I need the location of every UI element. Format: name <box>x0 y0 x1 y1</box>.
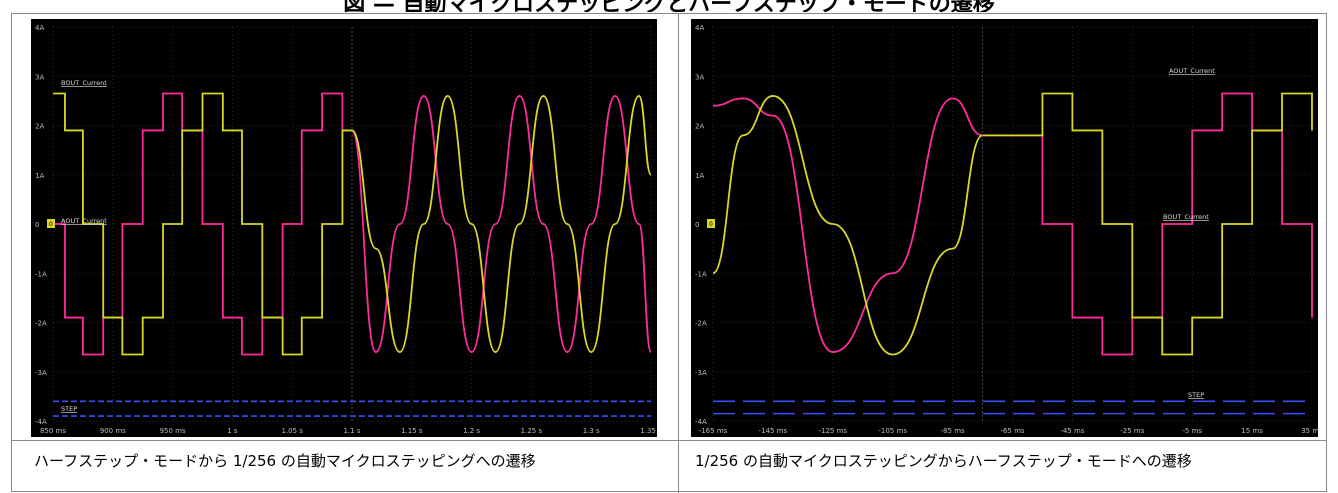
series-line-bout-current <box>712 92 1313 356</box>
caption-right: 1/256 の自動マイクロステッピングからハーフステップ・モードへの遷移 <box>695 452 1192 470</box>
x-tick-label: -165 ms <box>699 427 728 435</box>
x-tick-label: 1.25 s <box>521 427 543 435</box>
x-tick-label: 900 ms <box>100 427 126 435</box>
y-tick-label: 0 <box>35 221 39 229</box>
step-label: STEP <box>61 405 77 413</box>
x-tick-label: -45 ms <box>1060 427 1084 435</box>
x-tick-label: 1.05 s <box>281 427 303 435</box>
row-divider <box>12 440 1326 441</box>
aout-current-label: AOUT_Current <box>1169 67 1215 75</box>
y-tick-label: 3A <box>695 73 704 81</box>
zero-marker <box>707 219 715 228</box>
zero-marker-label: 0 <box>49 221 53 228</box>
step-label: STEP <box>1188 391 1204 399</box>
oscilloscope-panel-left: 850 ms 900 ms 950 ms 1 s 1.05 s 1.1 s 1.15 s 1.… <box>31 19 657 437</box>
y-tick-label: 0 <box>695 221 699 229</box>
y-tick-label: 1A <box>35 172 44 180</box>
y-tick-label: -2A <box>695 320 707 328</box>
x-tick-label: 1.1 s <box>343 427 360 435</box>
x-tick-label: 850 ms <box>40 427 66 435</box>
x-tick-label: 1.35 s <box>640 427 657 435</box>
x-tick-label: 1.2 s <box>463 427 480 435</box>
column-divider <box>678 14 679 493</box>
y-tick-label: 4A <box>35 24 44 32</box>
y-tick-label: 1A <box>695 172 704 180</box>
zero-marker <box>47 219 55 228</box>
series-line-aout-current <box>53 92 652 356</box>
oscilloscope-panel-right: -165 ms -145 ms -125 ms -105 ms -85 ms -65 ms… <box>691 19 1318 437</box>
caption-left: ハーフステップ・モードから 1/256 の自動マイクロステッピングへの遷移 <box>34 452 536 470</box>
x-tick-label: 1.15 s <box>401 427 423 435</box>
x-tick-label: -125 ms <box>819 427 848 435</box>
y-tick-label: -1A <box>695 270 707 278</box>
bout-current-label: BOUT_Current <box>61 79 107 87</box>
y-tick-label: 2A <box>695 123 704 131</box>
bout-current-label: BOUT_Current <box>1163 213 1209 221</box>
zero-marker-label: 0 <box>709 221 713 228</box>
y-tick-label: -4A <box>35 418 47 426</box>
x-tick-label: -5 ms <box>1182 427 1202 435</box>
x-tick-label: 1.3 s <box>583 427 600 435</box>
scope-plot-micro-to-half: -165 ms -145 ms -125 ms -105 ms -85 ms -65 ms… <box>695 24 1318 435</box>
y-tick-label: 2A <box>35 123 44 131</box>
y-tick-label: -3A <box>695 369 707 377</box>
y-tick-label: 4A <box>695 24 704 32</box>
x-tick-label: 15 ms <box>1241 427 1263 435</box>
x-tick-label: -145 ms <box>759 427 788 435</box>
scope-plot-half-to-micro: 850 ms 900 ms 950 ms 1 s 1.05 s 1.1 s 1.15 s 1.… <box>35 24 657 435</box>
x-tick-label: -105 ms <box>878 427 907 435</box>
x-tick-label: -25 ms <box>1120 427 1144 435</box>
x-tick-label: 35 ms <box>1301 427 1318 435</box>
figure-table: 850 ms 900 ms 950 ms 1 s 1.05 s 1.1 s 1.15 s 1.… <box>11 13 1327 493</box>
x-tick-label: 1 s <box>227 427 238 435</box>
series-line-aout-current <box>712 92 1313 356</box>
x-tick-label: 950 ms <box>160 427 186 435</box>
aout-current-label: AOUT_Current <box>61 217 107 225</box>
y-tick-label: -1A <box>35 270 47 278</box>
y-tick-label: -3A <box>35 369 47 377</box>
x-tick-label: -85 ms <box>941 427 965 435</box>
series-line-bout-current <box>53 92 652 356</box>
page-title: 図 — 自動マイクロステッピングとハーフステップ・モードの遷移 <box>0 0 1338 12</box>
y-tick-label: 3A <box>35 73 44 81</box>
x-tick-label: -65 ms <box>1000 427 1024 435</box>
y-tick-label: -2A <box>35 320 47 328</box>
y-tick-label: -4A <box>695 418 707 426</box>
